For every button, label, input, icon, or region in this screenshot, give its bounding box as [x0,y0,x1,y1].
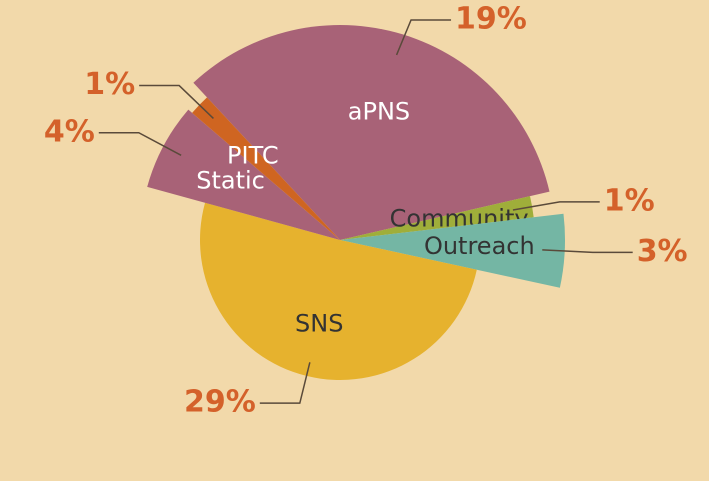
slice-name: Outreach [424,232,535,260]
pie-slice [340,213,565,288]
slice-name: aPNS [348,98,410,126]
pie-slice [200,202,477,380]
value-label: 3% [637,234,688,269]
leader-line [98,132,182,157]
value-label: 29% [184,385,256,420]
leader-line [139,84,214,119]
value-label: 1% [604,183,655,218]
leader-line [542,249,633,254]
pie-slice [147,109,340,241]
slice-name: SNS [295,309,343,337]
slice-name: Static [196,167,265,195]
value-label: 19% [455,2,527,37]
value-label: 4% [44,114,95,149]
value-label: 1% [84,67,135,102]
pie-slice [340,196,534,240]
pie-slice [193,25,550,241]
leader-line [512,201,600,211]
leader-line [395,19,452,56]
pie-slice [192,97,340,241]
leader-line [259,362,311,404]
slice-name: PITC [227,141,279,169]
